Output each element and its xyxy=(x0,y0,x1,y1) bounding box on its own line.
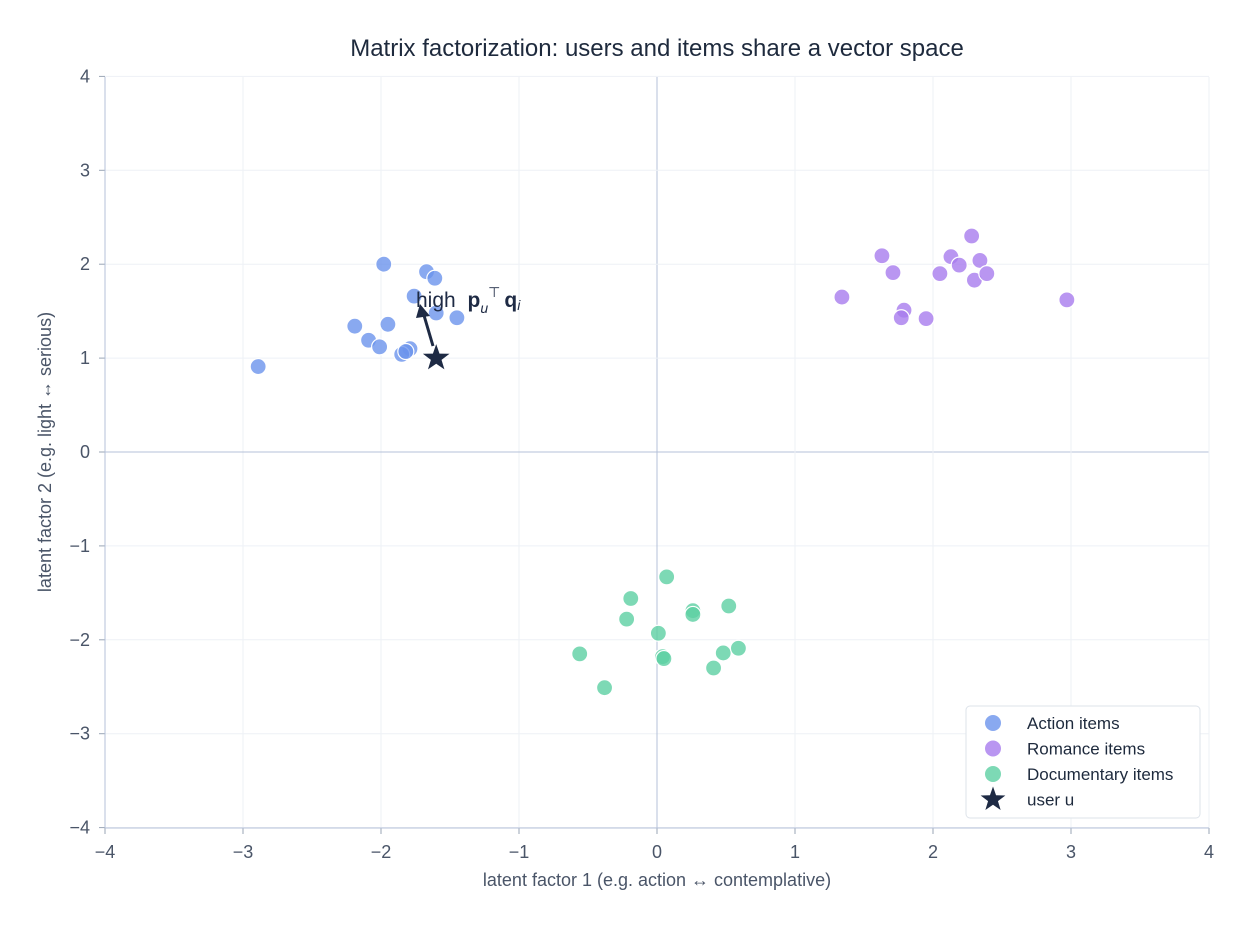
legend-label: Romance items xyxy=(1027,740,1145,759)
data-point xyxy=(448,309,466,327)
x-tick: −3 xyxy=(233,842,254,862)
data-point xyxy=(729,639,748,657)
x-tick: −4 xyxy=(95,842,116,862)
data-point xyxy=(346,317,364,335)
x-tick: 4 xyxy=(1204,842,1214,862)
data-point xyxy=(720,597,738,615)
y-tick: 4 xyxy=(80,66,90,86)
data-point xyxy=(833,288,851,306)
data-point xyxy=(1058,291,1076,309)
y-tick: 3 xyxy=(80,160,90,180)
chart-title: Matrix factorization: users and items sh… xyxy=(350,35,964,62)
legend: Action items Romance items Documentary ite… xyxy=(965,705,1201,819)
user-marker xyxy=(422,344,450,370)
data-point xyxy=(249,357,267,376)
y-tick: 2 xyxy=(80,254,90,274)
grid: −4−4 −3 −3 −2 −2 −1 −1 0 0 1 1 2 2 3 3 4 4 xyxy=(69,66,1214,862)
legend-label: Documentary items xyxy=(1027,765,1173,784)
data-point xyxy=(873,247,891,265)
legend-label: Action items xyxy=(1027,714,1120,733)
data-point xyxy=(618,610,636,628)
y-tick: 1 xyxy=(80,348,90,368)
data-point xyxy=(622,589,640,608)
data-point xyxy=(884,264,902,282)
y-tick: −1 xyxy=(69,536,90,556)
data-point xyxy=(963,227,981,245)
data-point xyxy=(595,679,614,697)
x-axis-label: latent factor 1 (e.g. action ↔ contempla… xyxy=(483,870,831,890)
data-points xyxy=(249,227,1076,697)
data-point xyxy=(655,649,673,668)
x-tick: −1 xyxy=(509,842,530,862)
data-point xyxy=(426,269,444,287)
data-point xyxy=(950,256,968,274)
data-point xyxy=(571,645,589,663)
legend-label: user u xyxy=(1027,791,1074,810)
x-tick: 2 xyxy=(928,842,938,862)
y-tick: −2 xyxy=(69,630,90,650)
data-point xyxy=(427,304,445,322)
x-tick: 1 xyxy=(790,842,800,862)
arrow-icon xyxy=(416,304,430,318)
data-point xyxy=(714,644,732,662)
x-tick: 3 xyxy=(1066,842,1076,862)
data-point xyxy=(379,315,397,333)
data-point xyxy=(704,659,723,677)
y-tick: −3 xyxy=(69,724,90,744)
y-axis-label: latent factor 2 (e.g. light ↔ serious) xyxy=(35,312,55,592)
data-point xyxy=(649,624,667,642)
data-point xyxy=(405,287,423,305)
annotation: high pu⊤ qi xyxy=(416,284,521,347)
data-point xyxy=(931,264,949,283)
data-point xyxy=(917,310,935,328)
data-point xyxy=(684,605,702,624)
data-point xyxy=(658,568,676,586)
data-point xyxy=(375,255,393,273)
y-tick: 0 xyxy=(80,442,90,462)
data-point xyxy=(397,342,415,361)
data-point xyxy=(892,309,910,327)
data-point xyxy=(371,338,389,356)
x-tick: −2 xyxy=(371,842,392,862)
data-point xyxy=(978,264,996,283)
y-tick: −4 xyxy=(69,818,90,838)
data-point xyxy=(971,251,989,270)
svg-text:high pu⊤qi: high pu⊤ qi xyxy=(416,284,521,316)
x-tick: 0 xyxy=(652,842,662,862)
